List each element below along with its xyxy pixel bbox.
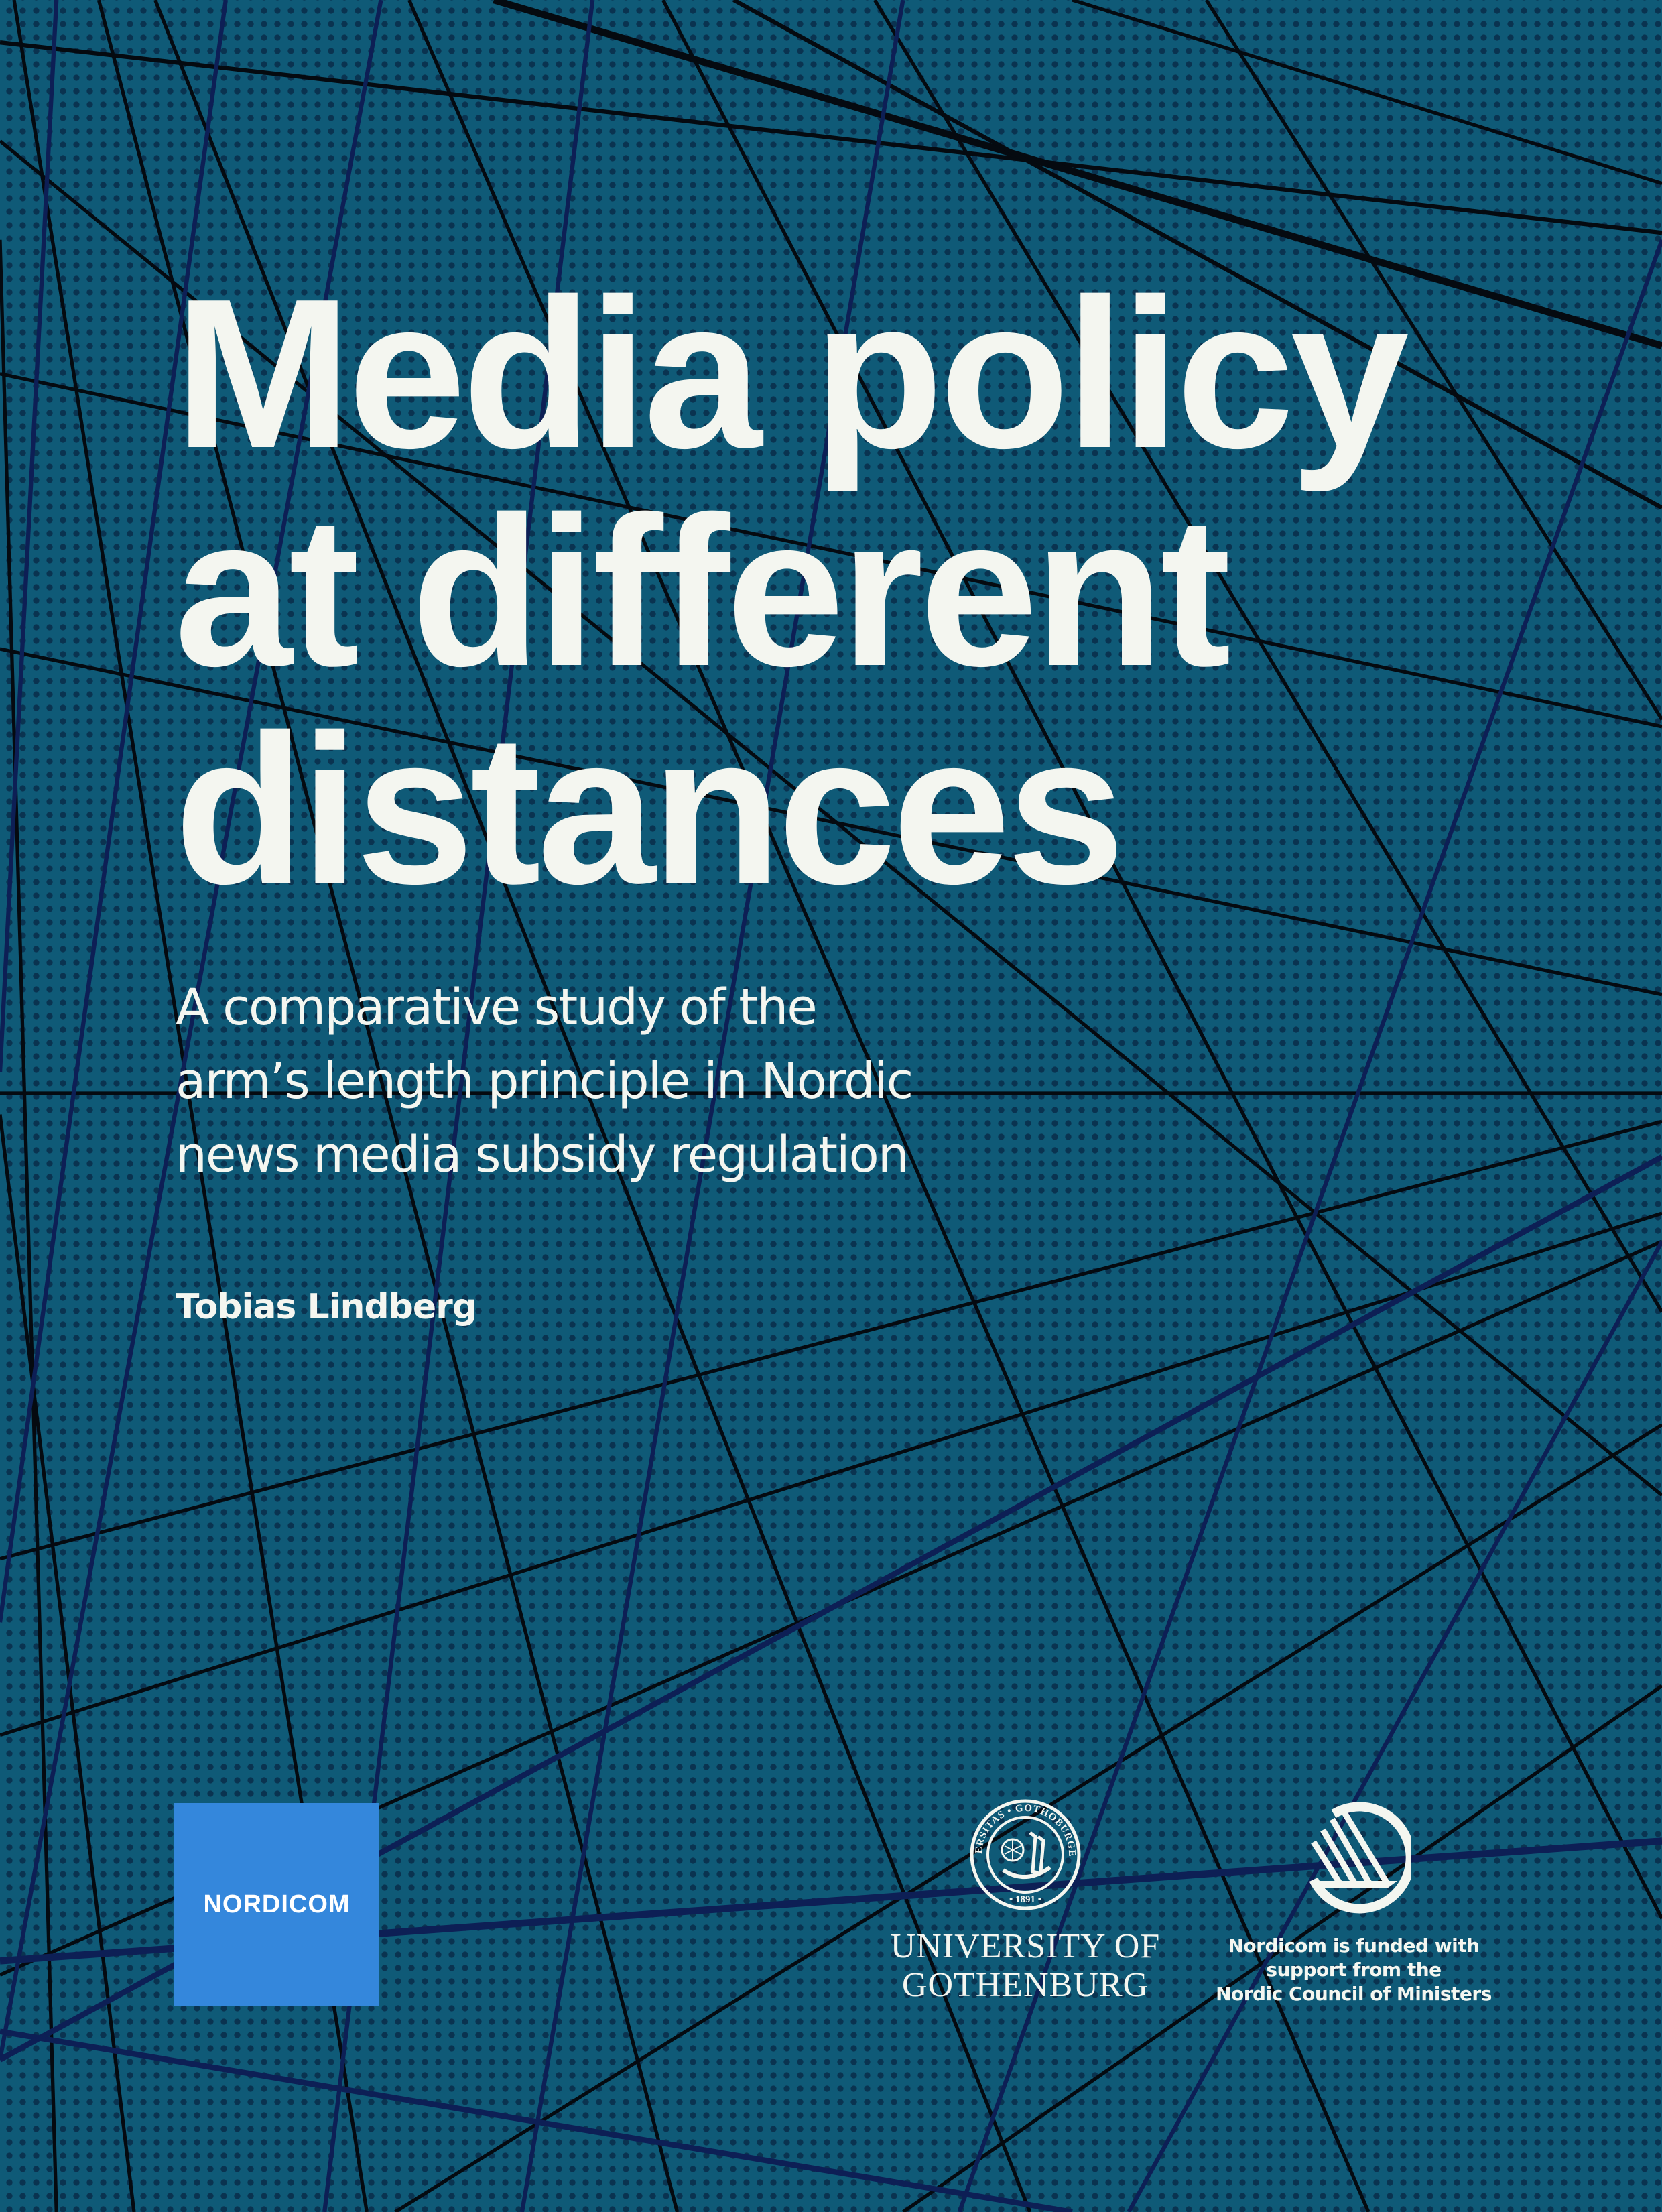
author-name: Tobias Lindberg — [176, 1287, 477, 1327]
book-subtitle: A comparative study of the arm’s length … — [176, 971, 913, 1192]
title-line: distances — [174, 690, 1125, 928]
subtitle-line: arm’s length principle in Nordic — [176, 1052, 913, 1110]
title-line: Media policy — [174, 255, 1409, 493]
subtitle-line: A comparative study of the — [176, 979, 818, 1036]
university-name-line: GOTHENBURG — [901, 1966, 1149, 2004]
nordic-council-swan-icon — [1309, 1802, 1411, 1914]
svg-text:• 1891 •: • 1891 • — [1009, 1894, 1041, 1905]
title-line: at different — [174, 473, 1231, 711]
funding-line: Nordicom is funded with — [1228, 1934, 1480, 1957]
subtitle-line: news media subsidy regulation — [176, 1126, 909, 1184]
nordicom-logo: NORDICOM — [174, 1803, 379, 2006]
funding-line: support from the — [1266, 1959, 1442, 1981]
university-name-line: UNIVERSITY OF — [890, 1927, 1161, 1965]
book-title: Media policy at different distances — [174, 255, 1409, 928]
funding-statement: Nordicom is funded with support from the… — [1193, 1934, 1515, 2006]
nordicom-logo-label: NORDICOM — [203, 1890, 350, 1918]
funding-line: Nordic Council of Ministers — [1216, 1983, 1492, 2005]
university-name: UNIVERSITY OF GOTHENBURG — [878, 1927, 1173, 2005]
university-seal-icon: UNIVERSITAS • GOTHOBURGENSIS • 1891 • — [968, 1798, 1081, 1910]
